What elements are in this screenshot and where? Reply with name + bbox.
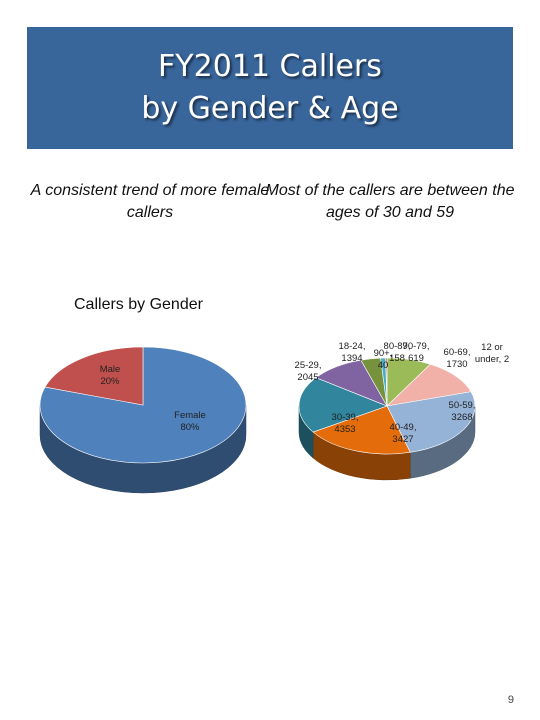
age-slice-50-59 xyxy=(298,377,388,433)
gender-slice-male xyxy=(44,346,144,406)
age-slice-30-39 xyxy=(386,391,476,453)
age-label-90-: 90+, 40 xyxy=(374,348,393,371)
age-label-30-39: 30-39, 4353 xyxy=(332,412,359,435)
age-slices xyxy=(298,357,476,455)
slide-title-line-2: by Gender & Age xyxy=(141,91,399,126)
age-label-40-49: 40-49, 3427 xyxy=(390,422,417,445)
age-label-50-59: 50-59, 3268 xyxy=(449,400,476,423)
age-slice-90- xyxy=(385,357,388,407)
gender-labels: Female 80% Male 20% xyxy=(100,364,206,433)
age-label-18-24: 18-24, 1394 xyxy=(339,341,366,364)
age-slice-25-29 xyxy=(386,363,472,407)
age-slice-40-49 xyxy=(312,405,411,455)
gender-slices xyxy=(39,346,247,464)
gender-label-female: Female 80% xyxy=(174,410,206,433)
gender-chart-heading: Callers by Gender xyxy=(74,296,203,313)
age-label-80-89: 80-89, 158 xyxy=(384,341,411,364)
age-label-70-79: 70-79, 619 xyxy=(403,341,430,364)
title-banner: FY2011 Callers by Gender & Age xyxy=(27,27,513,149)
gender-label-male: Male 20% xyxy=(100,364,121,387)
slide-title-line-1: FY2011 Callers xyxy=(158,49,382,84)
age-label-60-69: 60-69, 1730 xyxy=(444,347,471,370)
age-trend-subtitle: Most of the callers are between the ages… xyxy=(265,182,515,221)
gender-trend-subtitle: A consistent trend of more female caller… xyxy=(30,182,270,221)
page-number: 9 xyxy=(507,694,514,706)
age-label-25-29: 25-29, 2045 xyxy=(295,360,322,383)
age-labels: 12 or under, 2 18-24, 1394 25-29, 2045 30-39, 4… xyxy=(295,341,510,445)
age-label-12-or-under: 12 or under, 2 xyxy=(475,342,509,365)
gender-slice-female xyxy=(39,346,247,464)
